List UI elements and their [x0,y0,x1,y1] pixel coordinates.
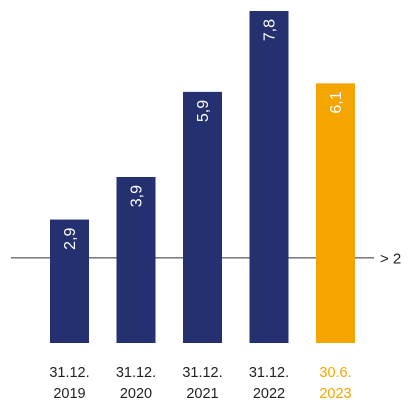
x-tick-label-0-line2: 2019 [53,386,85,402]
value-labels-group: 2,9 3,9 5,9 7,8 6,1 [62,19,345,250]
bar-3 [249,11,289,343]
x-tick-label-1-line2: 2020 [120,386,152,402]
bar-0 [50,219,89,343]
bar-1 [116,177,156,343]
bars-group [50,11,355,343]
bar-value-label-0: 2,9 [62,227,79,249]
x-tick-label-3-line1: 31.12. [249,365,289,381]
bar-4 [316,83,355,343]
bar-value-label-4: 6,1 [328,91,345,113]
bar-value-label-3: 7,8 [262,19,279,41]
bar-value-label-1: 3,9 [129,185,146,207]
bar-value-label-2: 5,9 [195,100,212,122]
x-tick-label-0-line1: 31.12. [49,365,89,381]
bar-2 [183,91,222,343]
x-tick-label-3-line2: 2022 [253,386,285,402]
reference-line-label: > 2 [380,250,401,267]
x-tick-label-4-line2: 2023 [319,386,351,402]
x-tick-label-4-line1: 30.6. [319,365,351,381]
x-axis-ticks: 31.12. 2019 31.12. 2020 31.12. 2021 31.12. 2022… [49,365,351,402]
x-tick-label-1-line1: 31.12. [116,365,156,381]
x-tick-label-2-line1: 31.12. [182,365,222,381]
x-tick-label-2-line2: 2021 [186,386,218,402]
